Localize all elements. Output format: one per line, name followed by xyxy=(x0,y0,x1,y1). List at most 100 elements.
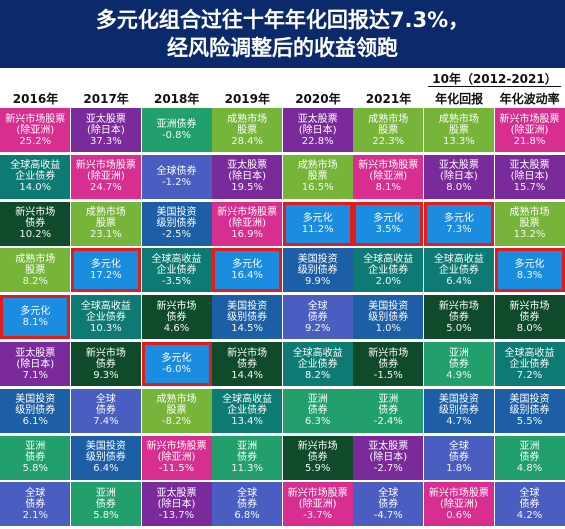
return-value: 5.9% xyxy=(304,463,331,475)
return-value: 8.2% xyxy=(22,275,48,287)
return-value: 16.9% xyxy=(231,229,263,241)
asset-label: 债券 xyxy=(448,358,469,370)
asset-label: 新兴市场股票 xyxy=(146,441,207,453)
asset-label: 新兴市场股票 xyxy=(358,160,419,172)
return-value: 7.3% xyxy=(446,223,472,235)
asset-cell: 全球 债券 2.1% xyxy=(0,482,71,527)
return-value: 22.8% xyxy=(301,135,334,147)
asset-label: 新兴市场 xyxy=(227,347,268,359)
asset-cell: 新兴市场 债券 10.2% xyxy=(0,201,71,246)
return-value: 8.1% xyxy=(22,317,48,329)
asset-cell: 亚洲 债券 5.8% xyxy=(0,435,71,480)
diversified-cell: 多元化 16.4% xyxy=(212,248,283,293)
return-value: -1.2% xyxy=(161,176,191,188)
return-value: 21.8% xyxy=(513,135,546,147)
asset-cell: 新兴市场股票 (除亚洲) 25.2% xyxy=(0,108,71,152)
asset-label: 多元化 xyxy=(90,259,121,271)
return-value: 14.5% xyxy=(231,322,263,334)
asset-cell: 亚洲 债券 -2.4% xyxy=(353,388,424,433)
asset-label: 新兴市场 xyxy=(15,207,56,219)
asset-label: 亚洲 xyxy=(25,441,46,453)
asset-label: (除亚洲) xyxy=(439,498,478,510)
asset-cell: 全球高收益 企业债券 14.0% xyxy=(0,154,71,199)
asset-label: 亚太股票 xyxy=(368,441,409,453)
asset-label: 全球 xyxy=(95,394,116,406)
asset-cell: 成熟市场 股票 8.2% xyxy=(0,248,71,293)
column-header: 2020年 xyxy=(295,92,341,106)
diversified-cell: 多元化 8.1% xyxy=(0,295,71,340)
asset-label: 债券 xyxy=(519,311,540,323)
asset-label: 债券 xyxy=(519,452,540,464)
asset-label: (除日本) xyxy=(157,498,196,510)
return-value: 3.5% xyxy=(375,223,401,235)
asset-label: 多元化 xyxy=(20,306,51,318)
asset-label: 美国投资 xyxy=(85,441,126,453)
return-value: -2.4% xyxy=(373,416,403,428)
asset-label: 全球高收益 xyxy=(10,160,61,172)
asset-label: (除日本) xyxy=(510,171,549,183)
asset-label: 亚洲债券 xyxy=(156,119,197,130)
asset-label: 级别债券 xyxy=(227,311,268,323)
asset-cell: 全球 债券 9.2% xyxy=(282,295,353,340)
return-value: 4.2% xyxy=(516,509,543,521)
diversified-cell: 多元化 17.2% xyxy=(70,248,141,293)
return-value: -8.2% xyxy=(161,416,191,428)
asset-label: (除亚洲) xyxy=(157,452,196,464)
asset-cell: 全球 债券 -4.7% xyxy=(353,482,424,527)
asset-cell: 成熟市场 股票 13.2% xyxy=(494,201,565,246)
asset-label: 企业债券 xyxy=(368,264,409,276)
asset-label: (除亚洲) xyxy=(228,218,266,230)
return-value: 8.3% xyxy=(516,270,543,282)
return-value: 11.3% xyxy=(231,463,263,475)
asset-label: 新兴市场股票 xyxy=(287,487,348,499)
asset-label: 企业债券 xyxy=(297,358,338,370)
asset-label: 股票 xyxy=(378,124,399,136)
return-value: 2.0% xyxy=(375,275,401,287)
asset-label: 成熟市场 xyxy=(227,113,268,125)
asset-label: 股票 xyxy=(95,218,116,230)
asset-label: 债券 xyxy=(25,218,46,230)
asset-label: 成熟市场 xyxy=(15,253,56,265)
asset-label: (除日本) xyxy=(439,171,478,183)
return-value: 6.4% xyxy=(446,275,472,287)
asset-label: 美国投资 xyxy=(297,253,338,265)
return-value: 6.1% xyxy=(22,416,48,428)
asset-cell: 亚洲 债券 11.3% xyxy=(212,435,283,480)
asset-label: 股票 xyxy=(237,124,258,136)
asset-label: (除日本) xyxy=(16,358,55,370)
return-value: 5.5% xyxy=(516,416,543,428)
asset-label: 成熟市场 xyxy=(85,207,126,219)
column-header: 年化回报 xyxy=(435,92,484,106)
asset-label: 新兴市场 xyxy=(368,347,409,359)
return-value: 7.2% xyxy=(516,369,543,381)
asset-label: 全球 xyxy=(519,487,540,499)
asset-label: 全球高收益 xyxy=(504,347,555,359)
return-value: 5.0% xyxy=(446,322,472,334)
asset-cell: 亚洲 债券 4.9% xyxy=(423,342,494,386)
asset-cell: 亚洲 债券 5.8% xyxy=(70,482,141,527)
return-value: 15.7% xyxy=(513,182,546,194)
asset-cell: 新兴市场 债券 9.3% xyxy=(70,342,141,386)
asset-label: 亚洲 xyxy=(519,441,540,453)
return-value: 11.2% xyxy=(301,223,334,235)
title-banner xyxy=(0,0,565,68)
asset-label: (除亚洲) xyxy=(86,171,125,183)
asset-label: 债券 xyxy=(448,452,469,464)
return-value: 13.2% xyxy=(513,229,546,241)
asset-cell: 亚太股票 (除日本) -13.7% xyxy=(141,482,212,527)
asset-cell: 亚洲债券 -0.8% xyxy=(141,108,212,152)
return-value: 9.3% xyxy=(93,369,119,381)
asset-cell: 亚太股票 (除日本) 15.7% xyxy=(494,154,565,199)
asset-label: 全球 xyxy=(307,300,328,312)
asset-label: 新兴市场 xyxy=(509,300,550,312)
asset-label: 多元化 xyxy=(161,353,192,364)
return-value: 28.4% xyxy=(231,135,263,147)
diversified-cell: 多元化 8.3% xyxy=(494,248,565,293)
column-header: 年化波动率 xyxy=(499,92,560,106)
return-value: -3.5% xyxy=(161,275,191,287)
asset-cell: 美国投资 级别债券 6.1% xyxy=(0,388,71,433)
asset-label: 美国投资 xyxy=(156,207,197,219)
asset-label: 全球高收益 xyxy=(80,300,131,312)
asset-label: 美国投资 xyxy=(509,394,550,406)
asset-label: 全球高收益 xyxy=(433,253,484,265)
